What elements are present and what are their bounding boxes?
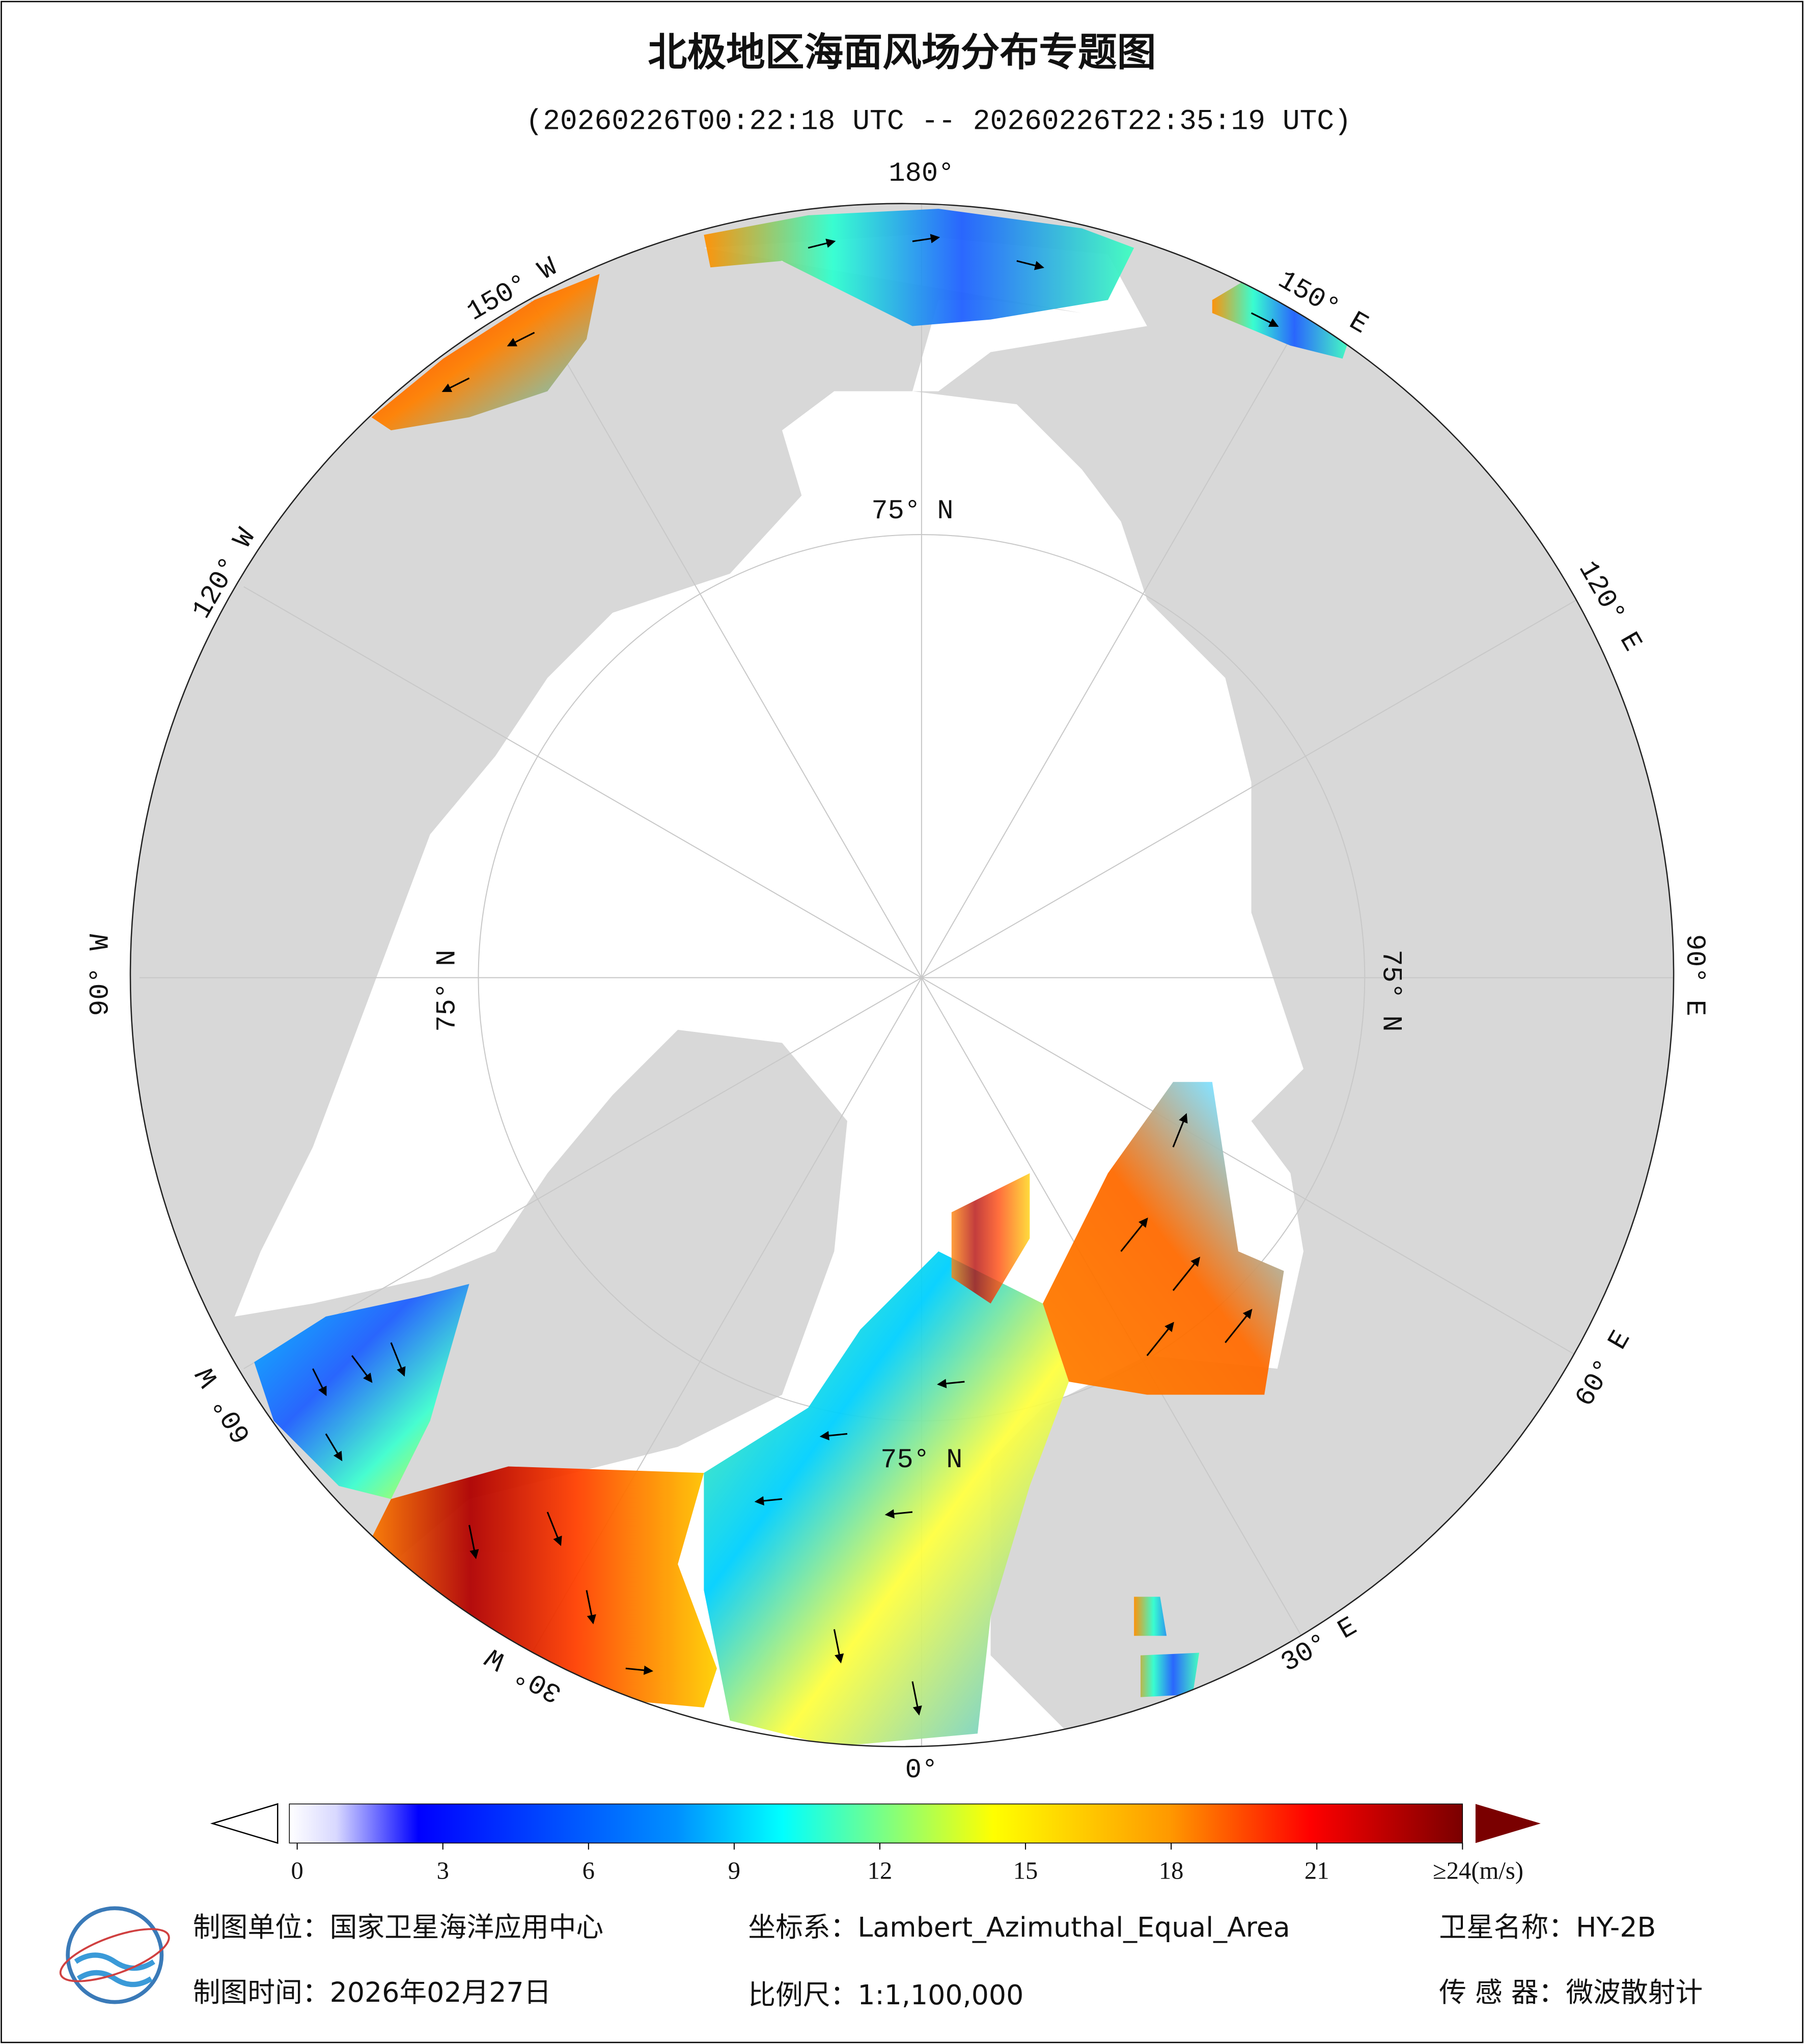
latitude-label: 75° N <box>1375 949 1406 1031</box>
footer-satellite: 卫星名称：HY-2B <box>1439 1911 1656 1943</box>
longitude-label: 90° W <box>85 934 116 1016</box>
wind-vectors <box>312 234 1279 1716</box>
latitude-labels: 75° N 75° N 75° N 75° N <box>432 496 1406 1476</box>
footer-agency: 制图单位：国家卫星海洋应用中心 <box>193 1911 603 1943</box>
graticule <box>139 203 1674 1747</box>
colorbar-tick-label: ≥24(m/s) <box>1433 1857 1523 1884</box>
longitude-label: 0° <box>905 1755 938 1786</box>
colorbar-ramp <box>289 1803 1463 1844</box>
footer-scale: 比例尺：1:1,100,000 <box>748 1979 1023 2011</box>
colorbar-tick-label: 15 <box>1013 1857 1038 1884</box>
longitude-label: 90° E <box>1679 934 1710 1016</box>
time-range: (20260226T00:22:18 UTC -- 20260226T22:35… <box>525 105 1351 137</box>
logo <box>59 1906 170 2004</box>
colorbar-tick-label: 18 <box>1159 1857 1184 1884</box>
colorbar-over <box>1475 1804 1541 1843</box>
latitude-label: 75° N <box>871 496 953 527</box>
map-title: 北极地区海面风场分布专题图 <box>648 30 1156 75</box>
colorbar-ticks: 0 3 6 9 12 15 18 21 ≥24(m/s) <box>291 1843 1523 1884</box>
map-body <box>130 203 1674 1747</box>
colorbar-tick-label: 21 <box>1305 1857 1329 1884</box>
colorbar-tick-label: 12 <box>868 1857 893 1884</box>
wind-speed-field <box>254 209 1349 1747</box>
colorbar-tick-label: 9 <box>728 1857 740 1884</box>
footer-projection: 坐标系：Lambert_Azimuthal_Equal_Area <box>748 1911 1290 1943</box>
colorbar-tick-label: 6 <box>582 1857 595 1884</box>
colorbar-tick-label: 0 <box>291 1857 303 1884</box>
latitude-label: 75° N <box>880 1445 962 1476</box>
colorbar-under <box>210 1803 279 1844</box>
colorbar <box>210 1803 1541 1844</box>
footer-date: 制图时间：2026年02月27日 <box>193 1976 551 2008</box>
longitude-label: 180° <box>889 158 954 189</box>
map-border <box>129 203 1675 1748</box>
colorbar-tick-label: 3 <box>437 1857 449 1884</box>
footer-sensor: 传 感 器：微波散射计 <box>1439 1976 1703 2008</box>
latitude-label: 75° N <box>432 949 463 1031</box>
